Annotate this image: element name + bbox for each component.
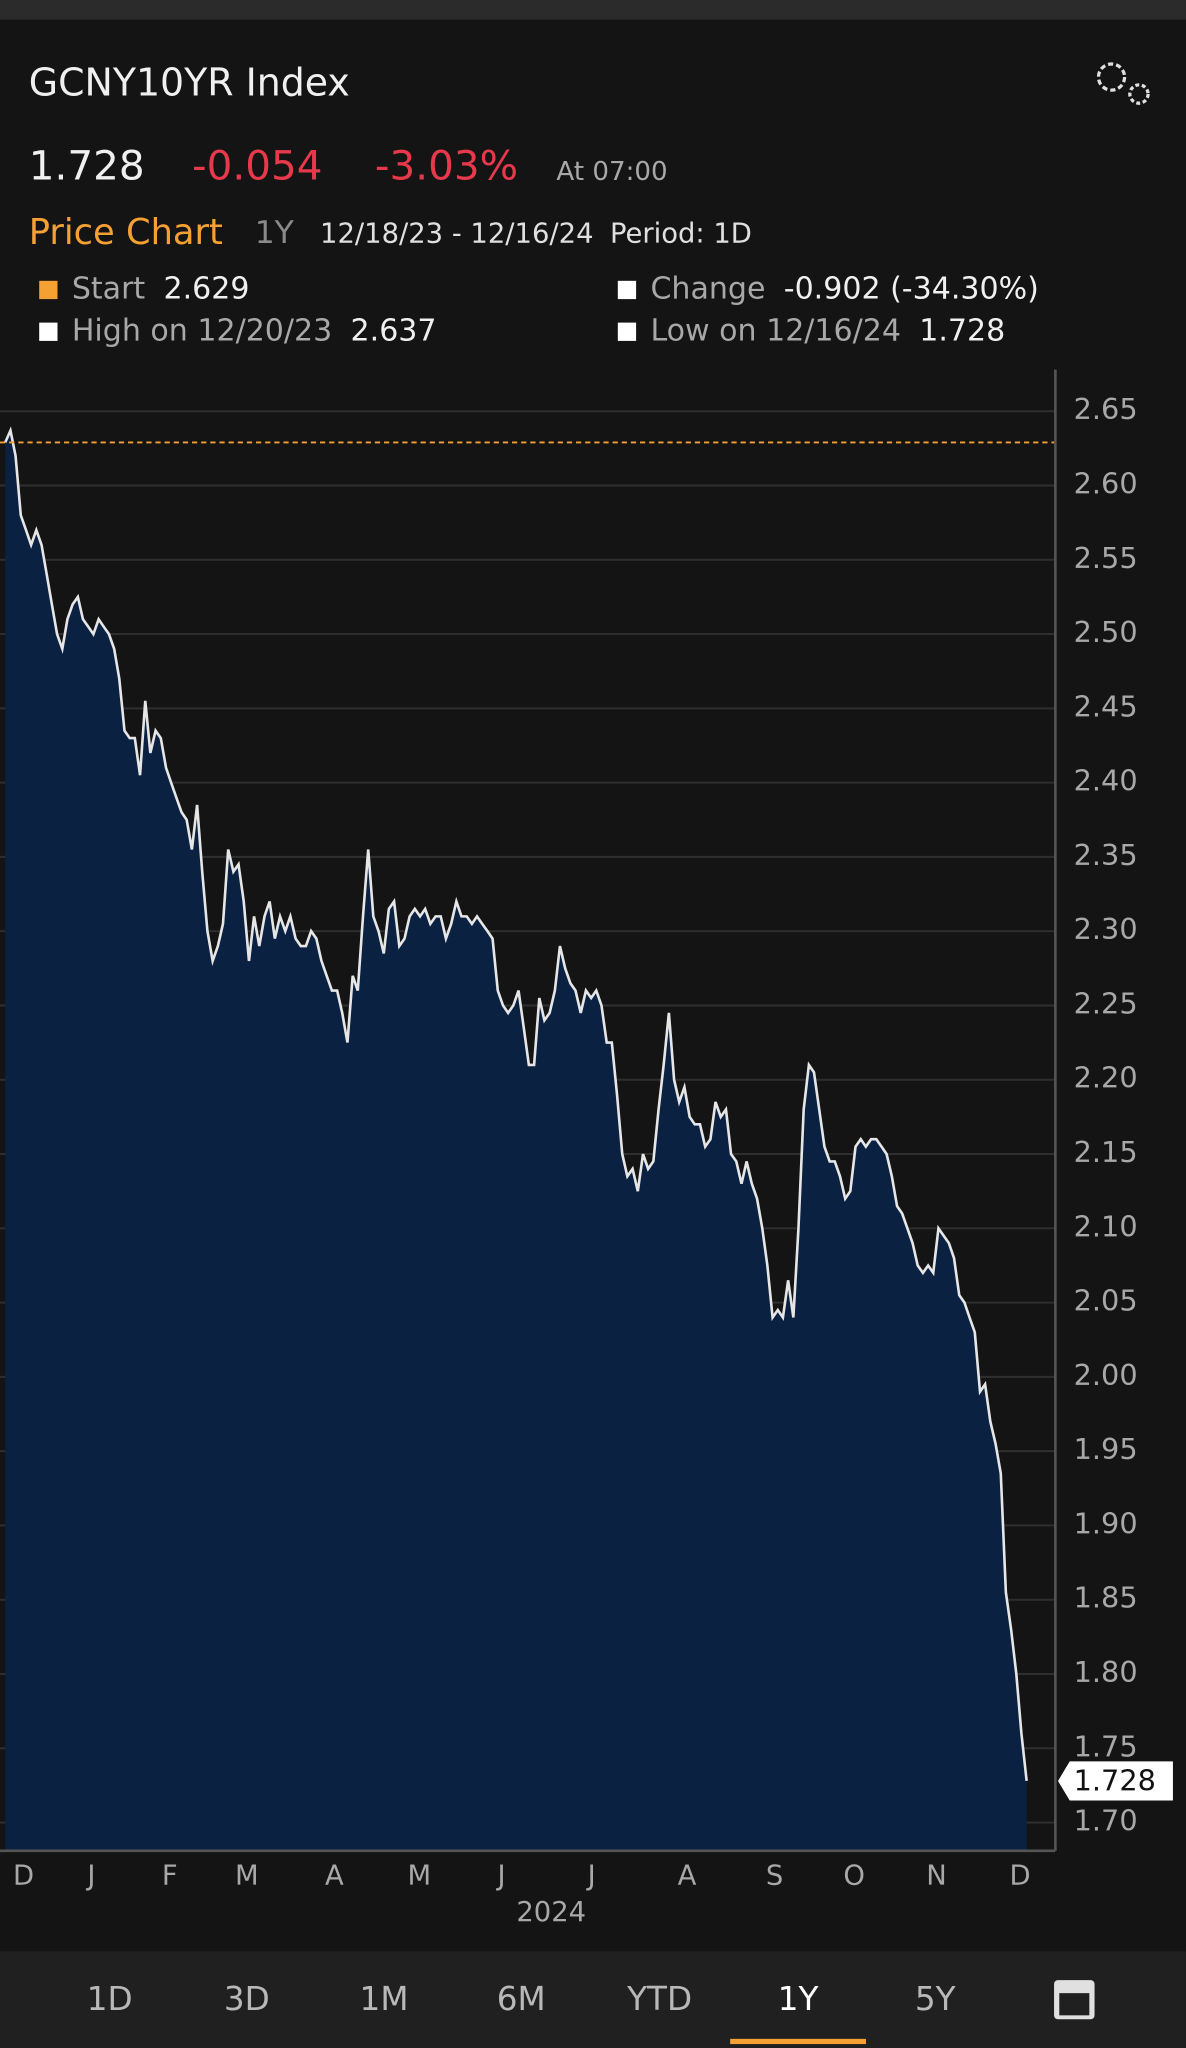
y-tick-label: 2.10 bbox=[1074, 1209, 1138, 1243]
x-tick-label: O bbox=[843, 1860, 865, 1891]
y-tick-label: 2.20 bbox=[1074, 1061, 1138, 1095]
year-label: 2024 bbox=[516, 1897, 586, 1928]
last-value-label: 1.728 bbox=[1074, 1763, 1156, 1797]
y-tick-label: 2.55 bbox=[1074, 541, 1138, 575]
calendar-grid[interactable] bbox=[1059, 1993, 1090, 2016]
tab-bar bbox=[0, 1951, 1186, 2048]
stat-value: -0.902 (-34.30%) bbox=[784, 271, 1039, 306]
y-tick-label: 2.15 bbox=[1074, 1135, 1138, 1169]
y-tick-label: 1.85 bbox=[1074, 1581, 1138, 1615]
stat-swatch bbox=[617, 280, 637, 300]
y-tick-label: 2.50 bbox=[1074, 615, 1138, 649]
stat-label: Low on 12/16/24 bbox=[650, 313, 901, 348]
tab[interactable]: YTD bbox=[626, 1980, 692, 2018]
stat-label: Start bbox=[72, 271, 146, 306]
y-tick-label: 2.30 bbox=[1074, 912, 1138, 946]
price: 1.728 bbox=[29, 141, 145, 189]
tab[interactable]: 1M bbox=[360, 1980, 409, 2018]
stat-swatch bbox=[617, 322, 637, 341]
x-tick-label: D bbox=[1010, 1860, 1031, 1891]
x-tick-label: M bbox=[407, 1860, 431, 1891]
stat-value: 2.637 bbox=[351, 313, 437, 348]
chart-label: Price Chart bbox=[29, 212, 223, 253]
y-tick-label: 1.75 bbox=[1074, 1729, 1138, 1763]
y-tick-label: 2.65 bbox=[1074, 392, 1138, 426]
title: GCNY10YR Index bbox=[29, 60, 350, 104]
chart: 1.70 1.75 1.80 1.85 1.90 1.95 2.00 2.05 2.10 2.15… bbox=[0, 369, 1173, 1928]
x-tick-label: J bbox=[496, 1860, 506, 1891]
stat-label: High on 12/20/23 bbox=[72, 313, 332, 348]
y-tick-label: 2.00 bbox=[1074, 1358, 1138, 1392]
time: At 07:00 bbox=[556, 157, 667, 187]
change-pct: -3.03% bbox=[375, 141, 518, 189]
tab[interactable]: 5Y bbox=[915, 1980, 956, 2018]
gear[interactable] bbox=[1128, 83, 1150, 105]
x-tick-label: F bbox=[162, 1860, 178, 1891]
x-tick-label: N bbox=[926, 1860, 947, 1891]
area bbox=[5, 430, 1027, 1851]
stats: Start 2.629 Change -0.902 (-34.30%) High on … bbox=[39, 271, 1039, 348]
y-tick-label: 2.35 bbox=[1074, 838, 1138, 872]
stat-swatch bbox=[39, 322, 58, 341]
y-tick-label: 2.05 bbox=[1074, 1284, 1138, 1318]
range: 1Y bbox=[255, 215, 295, 251]
y-tick-label: 1.90 bbox=[1074, 1506, 1138, 1540]
calendar-icon[interactable] bbox=[1054, 1980, 1095, 2020]
last-value-flag bbox=[1057, 1761, 1173, 1801]
tabs: 1D 3D 1M 6M YTD 1Y 5Y bbox=[87, 1980, 956, 2045]
x-tick-label: J bbox=[85, 1860, 95, 1891]
y-tick-label: 2.25 bbox=[1074, 986, 1138, 1020]
stat-value: 2.629 bbox=[164, 271, 250, 306]
y-tick-label: 1.70 bbox=[1074, 1804, 1138, 1838]
tab[interactable]: 3D bbox=[224, 1980, 270, 2018]
stat-value: 1.728 bbox=[919, 313, 1005, 348]
y-tick-label: 2.40 bbox=[1074, 764, 1138, 798]
tab-underline bbox=[730, 2038, 866, 2045]
period: Period: 1D bbox=[610, 219, 752, 250]
x-tick-label: J bbox=[586, 1860, 596, 1891]
x-tick-label: A bbox=[678, 1860, 697, 1891]
y-tick-label: 1.80 bbox=[1074, 1655, 1138, 1689]
top-bar bbox=[0, 0, 1186, 20]
stat-label: Change bbox=[650, 271, 765, 306]
x-tick-label: D bbox=[13, 1860, 34, 1891]
tab[interactable]: 1D bbox=[87, 1980, 133, 2018]
stat-swatch bbox=[39, 280, 58, 300]
dates: 12/18/23 - 12/16/24 bbox=[320, 219, 593, 250]
change: -0.054 bbox=[192, 141, 322, 189]
tab[interactable]: 6M bbox=[497, 1980, 546, 2018]
line bbox=[4, 426, 1028, 1782]
tab[interactable]: 1Y bbox=[778, 1980, 819, 2018]
x-tick-label: S bbox=[766, 1860, 783, 1891]
y-tick-label: 2.45 bbox=[1074, 689, 1138, 723]
x-tick-label: M bbox=[235, 1860, 259, 1891]
y-tick-label: 2.60 bbox=[1074, 467, 1138, 501]
gear[interactable] bbox=[1096, 62, 1127, 92]
x-tick-label: A bbox=[325, 1860, 344, 1891]
settings-icon[interactable] bbox=[1096, 62, 1150, 105]
y-tick-label: 1.95 bbox=[1074, 1432, 1138, 1466]
